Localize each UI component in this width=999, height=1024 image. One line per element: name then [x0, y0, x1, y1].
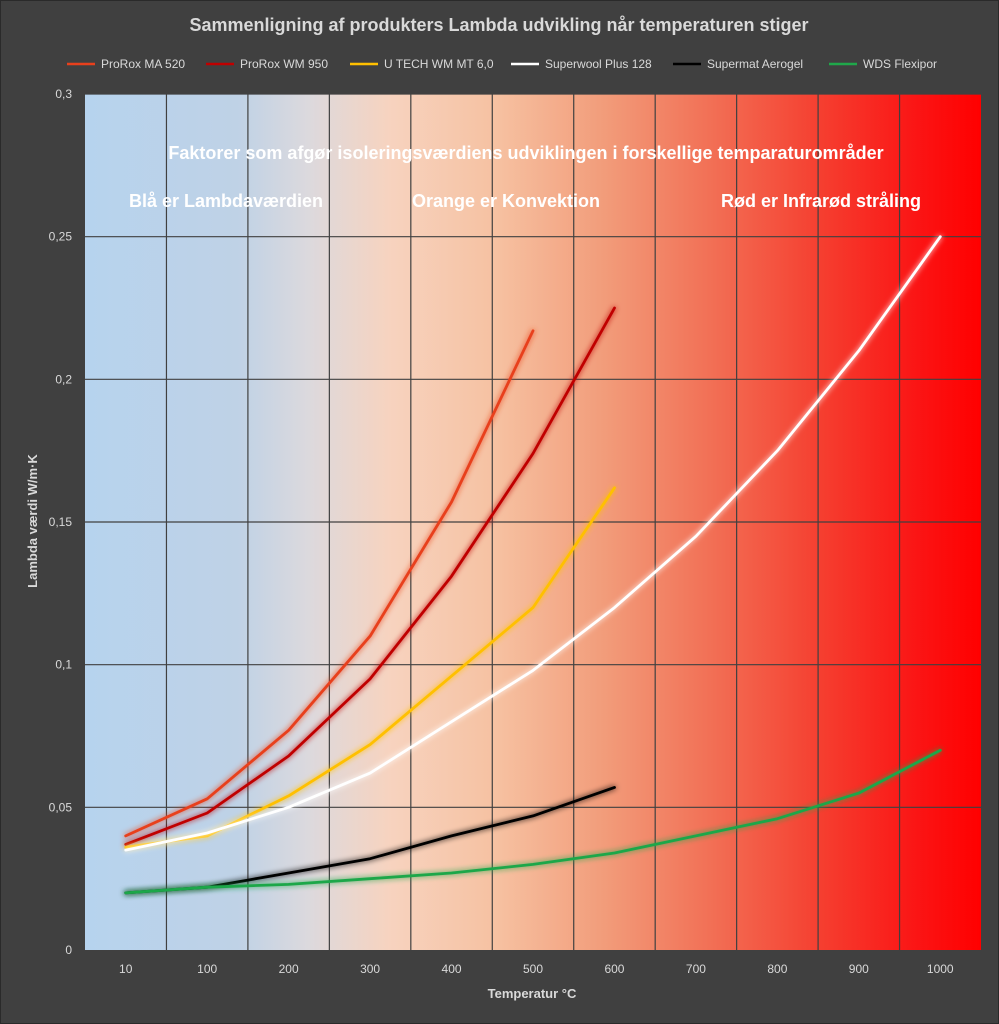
annotation-blue: Blå er Lambdaværdien — [129, 191, 323, 211]
legend-label-supermat-aerogel: Supermat Aerogel — [707, 57, 803, 71]
x-tick-label: 300 — [360, 962, 380, 976]
series-line-superwool-plus-128 — [124, 235, 942, 852]
y-tick-label: 0,2 — [55, 372, 72, 386]
x-tick-label: 400 — [442, 962, 462, 976]
legend-label-prorox-wm-950: ProRox WM 950 — [240, 57, 328, 71]
x-tick-label: 10 — [119, 962, 133, 976]
y-axis-ticks: 0 0,05 0,1 0,15 0,2 0,25 0,3 — [49, 87, 73, 957]
y-tick-label: 0,25 — [49, 230, 73, 244]
legend-label-prorox-ma-520: ProRox MA 520 — [101, 57, 185, 71]
x-tick-label: 600 — [604, 962, 624, 976]
y-tick-label: 0,15 — [49, 515, 73, 529]
x-axis-label: Temperatur °C — [488, 986, 577, 1001]
annotation-red: Rød er Infrarød stråling — [721, 191, 921, 211]
x-axis-ticks: 10 100 200 300 400 500 600 700 800 900 1000 — [119, 962, 954, 976]
series-line-wds-flexipor — [124, 748, 942, 895]
legend: ProRox MA 520 ProRox WM 950 U TECH WM MT 6… — [67, 57, 937, 71]
x-tick-label: 100 — [197, 962, 217, 976]
series-line-prorox-wm-950 — [124, 306, 616, 846]
y-tick-label: 0,3 — [55, 87, 72, 101]
gridlines — [85, 93, 981, 950]
legend-label-u-tech-wm-mt-6-0: U TECH WM MT 6,0 — [384, 57, 494, 71]
annotation-orange: Orange er Konvektion — [412, 191, 600, 211]
x-tick-label: 800 — [767, 962, 787, 976]
legend-label-superwool-plus-128: Superwool Plus 128 — [545, 57, 652, 71]
x-tick-label: 200 — [279, 962, 299, 976]
series-line-prorox-ma-520 — [124, 329, 535, 838]
y-axis-label: Lambda værdi W/m·K — [25, 454, 40, 588]
series-line-u-tech-wm-mt-6-0 — [124, 486, 616, 849]
legend-label-wds-flexipor: WDS Flexipor — [863, 57, 937, 71]
y-tick-label: 0,05 — [49, 800, 73, 814]
x-tick-label: 900 — [849, 962, 869, 976]
annotation-heading: Faktorer som afgør isoleringsværdiens ud… — [168, 143, 883, 163]
series-layer — [124, 235, 942, 895]
y-tick-label: 0,1 — [55, 658, 72, 672]
y-tick-label: 0 — [65, 943, 72, 957]
chart-title: Sammenligning af produkters Lambda udvik… — [189, 15, 808, 35]
x-tick-label: 500 — [523, 962, 543, 976]
x-tick-label: 700 — [686, 962, 706, 976]
x-tick-label: 1000 — [927, 962, 954, 976]
